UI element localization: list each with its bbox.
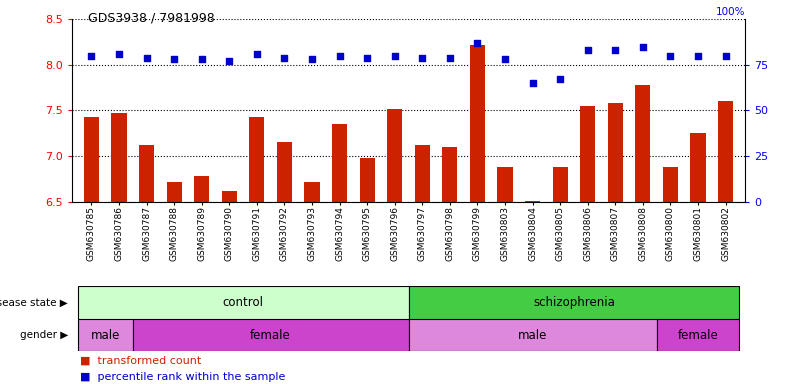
Bar: [194, 176, 209, 202]
Point: [85, 53, 98, 59]
Point: [582, 47, 594, 53]
Point: [526, 80, 539, 86]
Text: male: male: [91, 329, 120, 341]
Bar: [222, 191, 237, 202]
Bar: [304, 182, 320, 202]
Bar: [387, 109, 402, 202]
Bar: [580, 106, 595, 202]
Point: [664, 53, 677, 59]
Text: disease state ▶: disease state ▶: [0, 297, 68, 308]
Bar: [415, 145, 430, 202]
Point: [416, 55, 429, 61]
Point: [113, 51, 126, 57]
Point: [719, 53, 732, 59]
Point: [553, 76, 566, 83]
Point: [251, 51, 264, 57]
Bar: [525, 201, 540, 202]
Bar: [139, 145, 154, 202]
Text: control: control: [223, 296, 264, 309]
Text: ■  transformed count: ■ transformed count: [80, 356, 201, 366]
Bar: [78, 319, 133, 351]
Bar: [167, 182, 182, 202]
Point: [444, 55, 457, 61]
Text: female: female: [678, 329, 718, 341]
Bar: [409, 286, 739, 319]
Bar: [360, 158, 375, 202]
Bar: [409, 319, 657, 351]
Text: 100%: 100%: [715, 7, 745, 17]
Point: [637, 43, 650, 50]
Bar: [332, 124, 347, 202]
Point: [691, 53, 704, 59]
Bar: [608, 103, 623, 202]
Text: schizophrenia: schizophrenia: [533, 296, 615, 309]
Bar: [442, 147, 457, 202]
Bar: [470, 45, 485, 202]
Bar: [497, 167, 513, 202]
Bar: [133, 319, 409, 351]
Point: [333, 53, 346, 59]
Bar: [663, 167, 678, 202]
Point: [167, 56, 180, 63]
Point: [195, 56, 208, 63]
Text: male: male: [518, 329, 547, 341]
Bar: [277, 142, 292, 202]
Text: gender ▶: gender ▶: [20, 330, 68, 340]
Bar: [111, 113, 127, 202]
Point: [360, 55, 373, 61]
Text: ■  percentile rank within the sample: ■ percentile rank within the sample: [80, 372, 285, 382]
Point: [471, 40, 484, 46]
Point: [306, 56, 319, 63]
Bar: [635, 85, 650, 202]
Bar: [690, 133, 706, 202]
Text: GDS3938 / 7981998: GDS3938 / 7981998: [88, 12, 215, 25]
Point: [498, 56, 511, 63]
Bar: [78, 286, 409, 319]
Bar: [84, 117, 99, 202]
Point: [278, 55, 291, 61]
Point: [223, 58, 235, 64]
Point: [609, 47, 622, 53]
Bar: [553, 167, 568, 202]
Bar: [249, 117, 264, 202]
Text: female: female: [250, 329, 291, 341]
Bar: [718, 101, 733, 202]
Point: [140, 55, 153, 61]
Point: [388, 53, 401, 59]
Bar: [657, 319, 739, 351]
